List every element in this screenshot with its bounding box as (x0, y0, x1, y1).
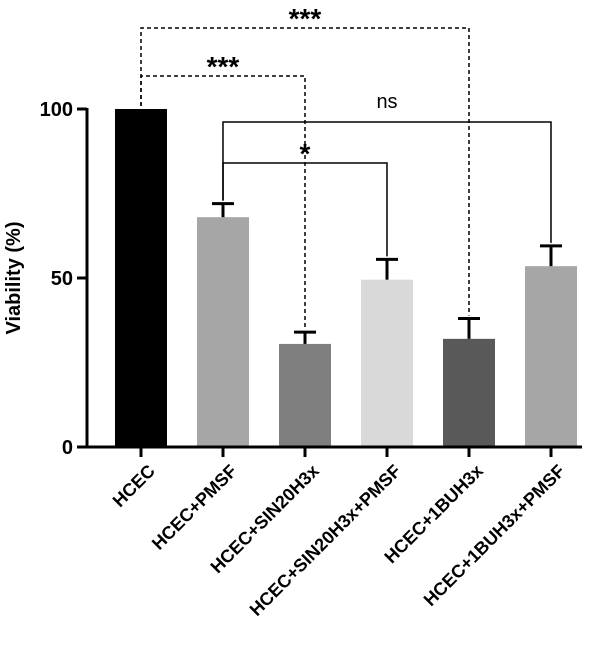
bar-3 (361, 279, 413, 447)
x-tick-label-5: HCEC+1BUH3x+PMSF (420, 461, 569, 610)
error-bars-layer (212, 202, 562, 344)
significance-bracket-1 (140, 27, 470, 316)
bar-5 (525, 266, 577, 447)
y-axis-label: Viability (%) (3, 222, 25, 335)
significance-layer: *******ns (140, 3, 552, 330)
significance-label-1: *** (289, 3, 322, 34)
significance-label-0: *** (207, 51, 240, 82)
significance-label-3: ns (376, 91, 397, 113)
bars-layer (115, 109, 577, 447)
significance-label-2: * (300, 138, 311, 169)
x-tick-label-0: HCEC (109, 461, 159, 511)
significance-bracket-3 (222, 121, 552, 243)
y-tick-label-50: 50 (51, 268, 73, 290)
x-tick-labels-layer: HCECHCEC+PMSFHCEC+SIN20H3xHCEC+SIN20H3x+… (109, 447, 569, 620)
bar-1 (197, 217, 249, 447)
y-ticks-layer: 0 50 100 (40, 99, 87, 459)
y-tick-label-0: 0 (62, 437, 73, 459)
y-tick-label-100: 100 (40, 99, 73, 121)
x-tick-label-1: HCEC+PMSF (148, 461, 241, 554)
bar-4 (443, 338, 495, 447)
bar-0 (115, 109, 167, 447)
x-tick-label-3: HCEC+SIN20H3x+PMSF (246, 461, 405, 620)
bar-2 (279, 343, 331, 447)
